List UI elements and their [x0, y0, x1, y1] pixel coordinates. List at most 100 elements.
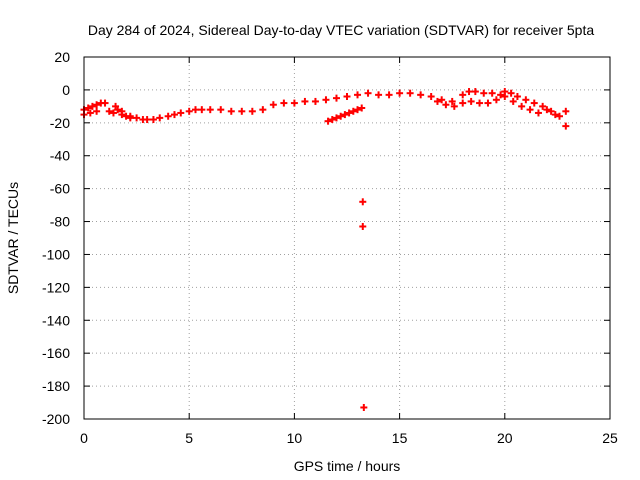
data-point: [513, 92, 521, 100]
data-point: [364, 89, 372, 97]
grid: [84, 57, 610, 419]
data-point: [488, 89, 496, 97]
y-tick-label: 0: [62, 82, 70, 98]
data-point: [480, 89, 488, 97]
data-point: [311, 97, 319, 105]
data-point: [427, 92, 435, 100]
data-point: [337, 112, 345, 120]
data-point: [484, 99, 492, 107]
data-point: [280, 99, 288, 107]
data-point: [547, 107, 555, 115]
data-point: [501, 92, 509, 100]
data-point: [248, 107, 256, 115]
data-point: [471, 88, 479, 96]
chart-title: Day 284 of 2024, Sidereal Day-to-day VTE…: [88, 22, 595, 38]
series-outliers: [359, 198, 368, 411]
data-point: [143, 116, 151, 124]
x-tick-label: 20: [497, 430, 513, 446]
data-point: [109, 109, 117, 117]
data-point: [349, 107, 357, 115]
data-point: [509, 97, 517, 105]
x-tick-label: 5: [185, 430, 193, 446]
data-point: [522, 96, 530, 104]
series-lower-branch: [80, 92, 570, 120]
data-point: [112, 102, 120, 110]
data-point: [177, 109, 185, 117]
data-point: [359, 222, 367, 230]
series-main-trace: [80, 88, 570, 130]
data-point: [539, 102, 547, 110]
data-point: [345, 109, 353, 117]
data-points: [80, 88, 570, 411]
data-point: [526, 106, 534, 114]
data-point: [497, 91, 505, 99]
data-point: [149, 116, 157, 124]
data-point: [556, 112, 564, 120]
data-point: [217, 106, 225, 114]
series-slanted-segment: [324, 104, 366, 125]
x-tick-label: 25: [602, 430, 618, 446]
data-point: [417, 91, 425, 99]
data-point: [354, 106, 362, 114]
data-point: [328, 116, 336, 124]
y-tick-label: -40: [50, 148, 70, 164]
data-point: [332, 114, 340, 122]
data-point: [359, 198, 367, 206]
ticks: 0 5 10 15 20 25 20 0 -20 -40 -60 -80 -100 -120 -140 -16…: [42, 49, 618, 446]
data-point: [354, 91, 362, 99]
x-axis-label: GPS time / hours: [294, 458, 401, 474]
y-tick-label: -20: [50, 115, 70, 131]
data-point: [164, 112, 172, 120]
data-point: [448, 97, 456, 105]
y-tick-label: -100: [42, 246, 70, 262]
data-point: [465, 88, 473, 96]
data-point: [332, 94, 340, 102]
y-tick-label: 20: [54, 49, 70, 65]
data-point: [170, 111, 178, 119]
data-point: [360, 403, 368, 411]
data-point: [562, 122, 570, 130]
data-point: [185, 107, 193, 115]
x-tick-label: 15: [392, 430, 408, 446]
data-point: [105, 107, 113, 115]
data-point: [518, 102, 526, 110]
data-point: [269, 101, 277, 109]
data-point: [324, 117, 332, 125]
data-point: [341, 111, 349, 119]
data-point: [238, 107, 246, 115]
y-axis-label: SDTVAR / TECUs: [5, 182, 21, 294]
data-point: [86, 109, 94, 117]
data-point: [126, 112, 134, 120]
data-point: [118, 107, 126, 115]
data-point: [442, 101, 450, 109]
y-tick-label: -180: [42, 378, 70, 394]
data-point: [406, 89, 414, 97]
data-point: [467, 97, 475, 105]
x-tick-label: 10: [287, 430, 303, 446]
data-point: [227, 107, 235, 115]
data-point: [358, 104, 366, 112]
data-point: [133, 114, 141, 122]
data-point: [84, 104, 92, 112]
y-tick-label: -120: [42, 279, 70, 295]
data-point: [450, 102, 458, 110]
y-tick-label: -140: [42, 312, 70, 328]
data-point: [530, 99, 538, 107]
data-point: [543, 106, 551, 114]
data-point: [396, 89, 404, 97]
data-point: [93, 107, 101, 115]
data-point: [156, 114, 164, 122]
plot-frame: [83, 56, 611, 420]
data-point: [206, 106, 214, 114]
data-point: [438, 96, 446, 104]
data-point: [476, 99, 484, 107]
data-point: [322, 96, 330, 104]
data-point: [459, 99, 467, 107]
data-point: [301, 97, 309, 105]
data-point: [88, 102, 96, 110]
y-tick-label: -60: [50, 181, 70, 197]
data-point: [385, 91, 393, 99]
data-point: [290, 99, 298, 107]
y-tick-label: -200: [42, 411, 70, 427]
